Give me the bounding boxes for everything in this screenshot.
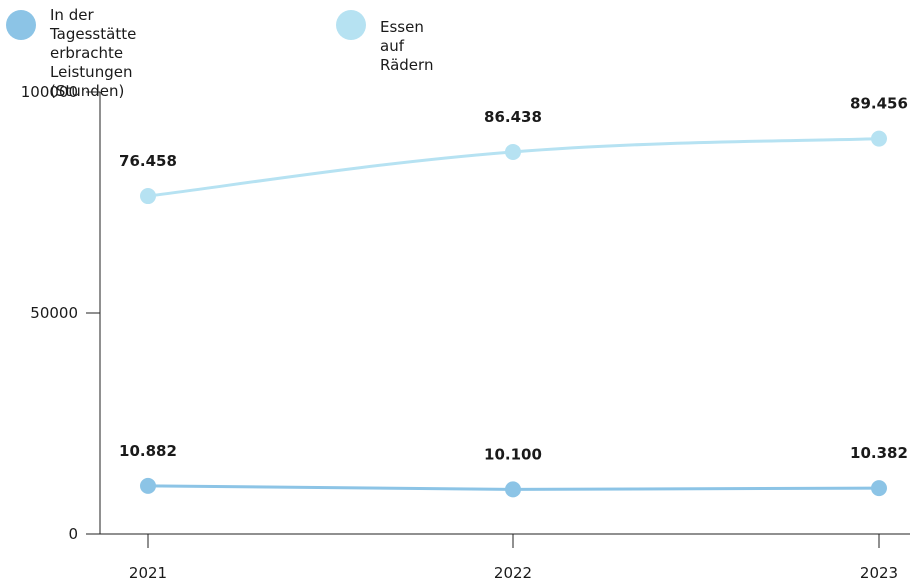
x-tick-label: 2022 xyxy=(494,564,532,582)
data-point-0-2 xyxy=(871,480,887,497)
legend-swatch-tagesstaette xyxy=(6,10,36,40)
data-point-0-1 xyxy=(505,481,521,498)
legend-label-essen-auf-raedern: Essen auf Rädern xyxy=(380,18,434,74)
x-tick-label: 2021 xyxy=(129,564,167,582)
data-label-0-2: 10.382 xyxy=(850,444,908,462)
y-tick-label: 50000 xyxy=(30,304,78,322)
data-point-0-0 xyxy=(140,477,156,494)
legend-item-essen-auf-raedern: Essen auf Rädern xyxy=(336,6,433,75)
data-point-1-0 xyxy=(140,188,156,205)
y-tick-label: 100000 xyxy=(21,83,78,101)
data-label-0-0: 10.882 xyxy=(119,442,177,460)
data-point-1-2 xyxy=(871,130,887,147)
y-tick-label: 0 xyxy=(68,525,78,543)
data-label-0-1: 10.100 xyxy=(484,445,542,463)
data-point-1-1 xyxy=(505,143,521,160)
legend-label-tagesstaette: In der Tagesstätte erbrachte Leistungen … xyxy=(50,6,137,100)
data-label-1-2: 89.456 xyxy=(850,95,908,113)
data-label-1-0: 76.458 xyxy=(119,152,177,170)
legend-swatch-essen-auf-raedern xyxy=(336,10,366,40)
data-label-1-1: 86.438 xyxy=(484,108,542,126)
legend-item-tagesstaette: In der Tagesstätte erbrachte Leistungen … xyxy=(6,6,136,101)
x-tick-label: 2023 xyxy=(860,564,898,582)
